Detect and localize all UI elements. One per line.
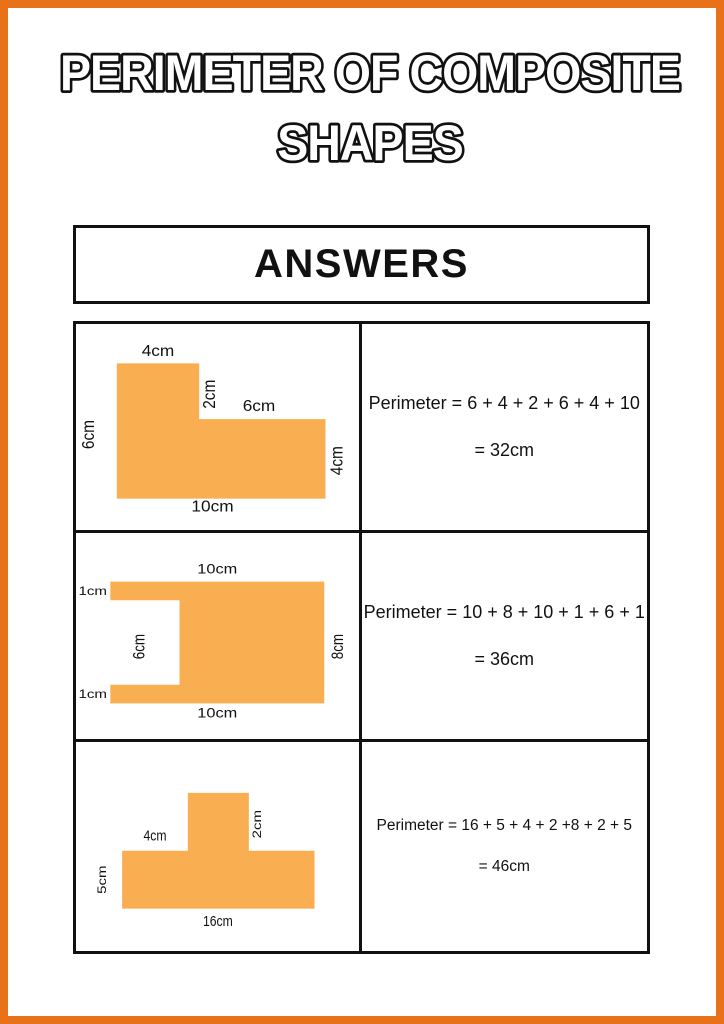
- svg-text:16cm: 16cm: [203, 913, 233, 926]
- svg-text:6cm: 6cm: [79, 420, 98, 449]
- svg-text:5cm: 5cm: [96, 866, 109, 894]
- svg-text:10cm: 10cm: [197, 706, 237, 721]
- svg-text:PERIMETER OF COMPOSITE: PERIMETER OF COMPOSITE: [60, 45, 680, 101]
- svg-text:2cm: 2cm: [250, 810, 263, 838]
- svg-text:10cm: 10cm: [191, 499, 233, 516]
- svg-text:8cm: 8cm: [329, 634, 348, 659]
- svg-text:SHAPES: SHAPES: [277, 115, 463, 171]
- svg-text:4cm: 4cm: [328, 446, 347, 475]
- svg-text:4cm: 4cm: [142, 343, 175, 360]
- svg-text:1cm: 1cm: [78, 687, 107, 700]
- svg-text:6cm: 6cm: [243, 398, 276, 415]
- svg-text:2cm: 2cm: [200, 380, 219, 409]
- svg-text:6cm: 6cm: [130, 634, 149, 659]
- svg-text:10cm: 10cm: [197, 562, 237, 577]
- svg-text:1cm: 1cm: [78, 584, 107, 597]
- svg-text:4cm: 4cm: [143, 827, 166, 843]
